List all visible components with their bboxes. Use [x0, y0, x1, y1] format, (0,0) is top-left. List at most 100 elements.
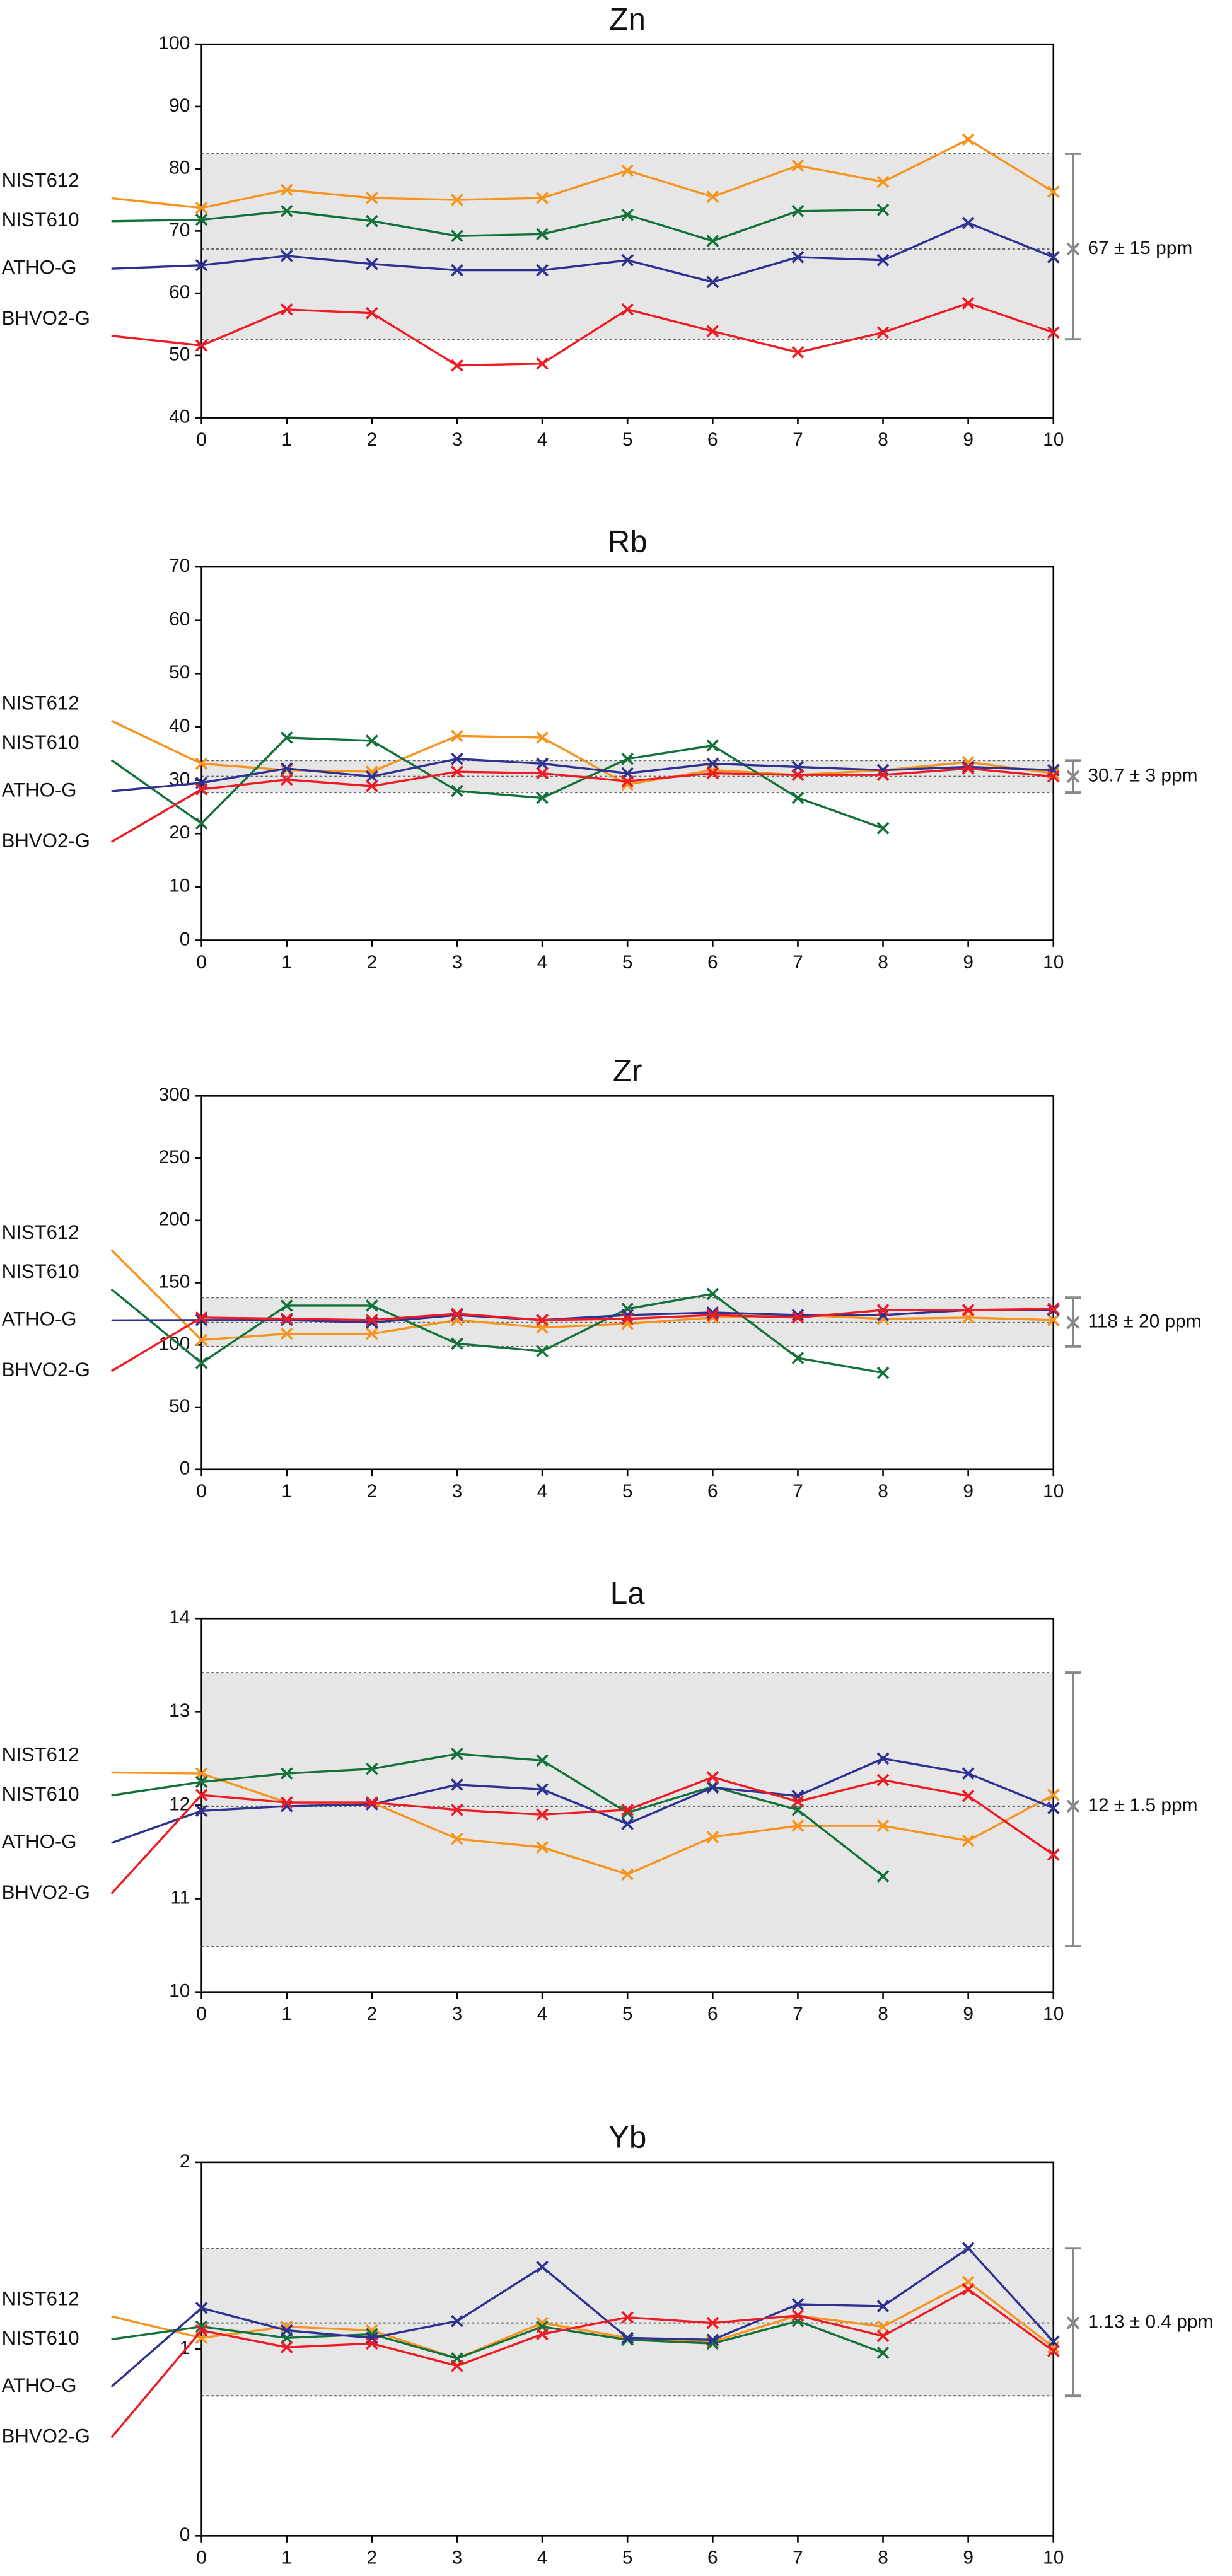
- x-tick-label: 8: [878, 952, 888, 973]
- point-marker: [706, 739, 719, 752]
- x-tick-label: 5: [622, 952, 633, 973]
- x-tick-label: 5: [622, 2548, 633, 2568]
- point-marker: [451, 729, 463, 743]
- x-tick-label: 0: [196, 2004, 207, 2024]
- point-marker: [621, 2311, 634, 2324]
- legend-label: NIST610: [2, 209, 79, 231]
- legend-leader: [111, 1809, 202, 1844]
- plot-frame: [200, 566, 1055, 941]
- point-marker: [365, 257, 378, 270]
- x-tick-label: 7: [793, 952, 803, 973]
- point-marker: [962, 133, 975, 146]
- point-marker: [280, 1327, 293, 1340]
- x-tick-label: 5: [622, 1481, 633, 1502]
- y-tick-label: 13: [169, 1700, 190, 1721]
- y-tick-label: 200: [159, 1209, 190, 1230]
- point-marker: [706, 325, 719, 338]
- point-marker: [451, 2359, 463, 2372]
- legend-leader: [110, 1794, 202, 1894]
- x-tick-label: 5: [622, 429, 633, 450]
- point-marker: [876, 2329, 890, 2343]
- point-marker: [280, 1299, 293, 1312]
- point-marker: [195, 1313, 208, 1326]
- point-marker: [451, 1803, 463, 1816]
- point-marker: [451, 784, 463, 798]
- y-tick-label: 10: [169, 876, 190, 896]
- x-tick-label: 8: [878, 1481, 888, 1502]
- point-marker: [962, 762, 975, 775]
- point-marker: [195, 1804, 208, 1818]
- point-marker: [365, 1798, 378, 1811]
- y-tick-label: 50: [169, 662, 190, 683]
- point-marker: [451, 1308, 463, 1320]
- point-marker: [706, 276, 719, 289]
- point-marker: [1047, 2335, 1060, 2348]
- point-marker: [1047, 1848, 1060, 1861]
- point-marker: [706, 1830, 719, 1843]
- y-tick-label: 11: [170, 1887, 190, 1908]
- point-marker: [791, 159, 805, 172]
- point-marker: [876, 203, 890, 216]
- x-tick-label: 8: [878, 2004, 888, 2024]
- point-marker: [536, 791, 549, 804]
- legend-label: NIST612: [2, 692, 79, 714]
- legend-leader: [111, 2325, 202, 2341]
- legend-label: NIST610: [2, 1260, 79, 1282]
- point-marker: [536, 1313, 549, 1326]
- point-marker: [280, 183, 293, 197]
- point-marker: [536, 731, 549, 744]
- point-marker: [195, 2324, 208, 2337]
- point-marker: [1047, 250, 1060, 264]
- y-tick-label: 70: [169, 555, 190, 576]
- point-marker: [876, 2300, 890, 2312]
- point-marker: [280, 250, 293, 262]
- legend-leader: [111, 1771, 202, 1775]
- x-tick-label: 4: [537, 1481, 548, 1502]
- y-tick-label: 250: [159, 1147, 190, 1168]
- chart-title: Yb: [608, 2120, 646, 2155]
- y-tick-label: 60: [169, 282, 190, 303]
- x-tick-label: 9: [963, 2548, 973, 2568]
- point-marker: [365, 1796, 378, 1809]
- point-marker: [536, 1345, 549, 1358]
- legend-label: BHVO2-G: [2, 1881, 90, 1903]
- reference-marker: [1066, 242, 1080, 256]
- point-marker: [621, 1803, 634, 1816]
- legend-leader: [110, 719, 202, 765]
- point-marker: [536, 192, 549, 204]
- point-marker: [195, 1775, 208, 1789]
- point-marker: [536, 1841, 549, 1854]
- point-marker: [365, 1299, 378, 1312]
- x-tick-label: 9: [963, 429, 973, 450]
- chart-title: Rb: [608, 525, 648, 559]
- legend-label: BHVO2-G: [2, 1359, 90, 1381]
- y-tick-label: 0: [180, 2524, 190, 2545]
- reference-label: 1.13 ± 0.4 ppm: [1088, 2312, 1213, 2333]
- legend-leader: [111, 1780, 202, 1797]
- point-marker: [876, 326, 890, 339]
- point-marker: [280, 762, 293, 775]
- point-marker: [536, 2328, 549, 2341]
- point-marker: [706, 1287, 719, 1301]
- point-marker: [280, 2341, 293, 2354]
- x-tick-label: 6: [707, 1481, 718, 1502]
- x-tick-label: 9: [963, 1481, 973, 1502]
- point-marker: [876, 1304, 890, 1316]
- point-marker: [791, 250, 805, 264]
- legend-leader: [110, 2307, 202, 2388]
- x-tick-label: 2: [367, 429, 378, 450]
- point-marker: [451, 2314, 463, 2328]
- point-marker: [876, 175, 890, 189]
- x-tick-label: 6: [707, 2548, 718, 2568]
- x-tick-label: 1: [281, 429, 292, 450]
- legend-leader: [110, 1316, 202, 1372]
- point-marker: [536, 1783, 549, 1796]
- x-tick-label: 1: [281, 2548, 292, 2568]
- plot-frame: [200, 1095, 1055, 1471]
- point-marker: [706, 1309, 719, 1321]
- point-marker: [962, 1789, 975, 1802]
- point-marker: [195, 783, 208, 796]
- y-tick-label: 150: [159, 1271, 190, 1292]
- reference-marker: [1066, 1316, 1080, 1330]
